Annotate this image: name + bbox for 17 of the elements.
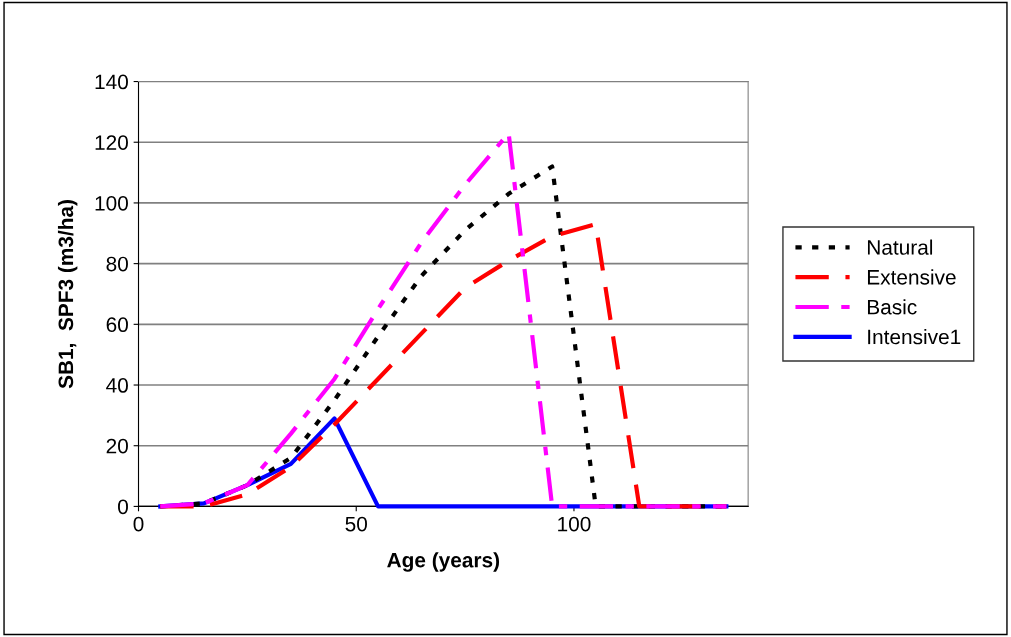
x-tick-label: 100: [558, 516, 591, 532]
legend-label: Basic: [867, 299, 917, 315]
y-tick-label: 40: [106, 378, 128, 393]
x-tick-label: 0: [133, 516, 144, 532]
y-tick-label: 20: [106, 438, 128, 454]
y-tick-label: 100: [95, 195, 128, 211]
y-tick-label: 80: [106, 256, 128, 272]
x-tick-label: 50: [345, 516, 368, 532]
legend-label: Natural: [867, 239, 933, 255]
y-axis-title: SB1, SPF3 (m3/ha): [57, 200, 78, 389]
y-tick-label: 60: [106, 317, 128, 333]
y-tick-label: 140: [95, 74, 128, 90]
y-tick-label: 120: [95, 135, 128, 150]
x-axis-title: Age (years): [387, 552, 500, 572]
legend-label: Intensive1: [868, 329, 961, 345]
legend-label: Extensive: [867, 269, 956, 285]
y-tick-label: 0: [118, 499, 128, 515]
